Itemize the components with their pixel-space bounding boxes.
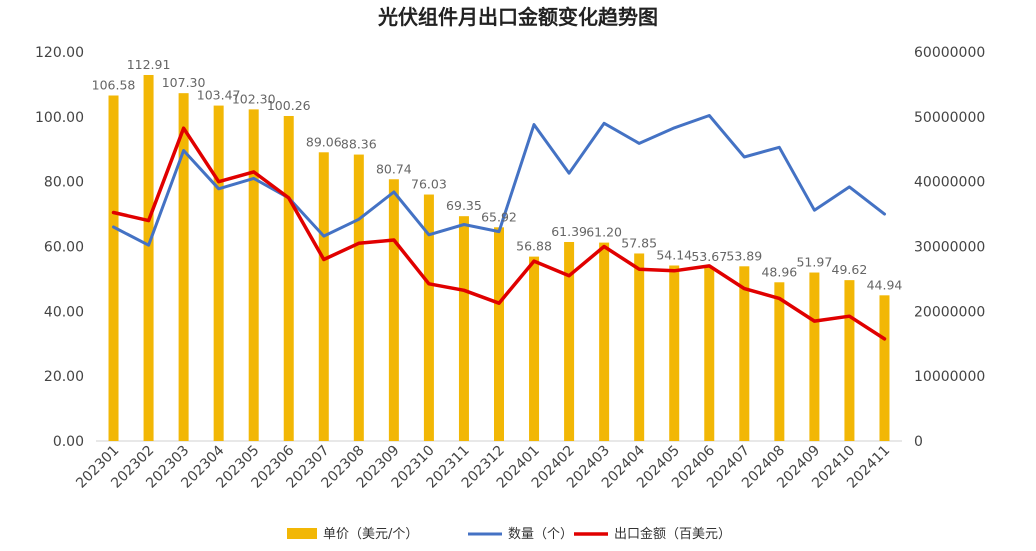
data-label: 69.35 [446, 198, 482, 213]
data-label: 57.85 [621, 235, 657, 250]
data-label: 65.92 [481, 209, 517, 224]
bar-unit-price [774, 282, 785, 441]
bar-unit-price [283, 115, 294, 441]
bar-unit-price [143, 74, 154, 442]
bar-unit-price [669, 265, 680, 441]
data-label: 76.03 [411, 177, 447, 192]
bars [108, 74, 890, 442]
legend: 单价（美元/个） 数量（个） 出口金额（百美元） [287, 526, 731, 542]
legend-label-unit-price: 单价（美元/个） [323, 527, 418, 542]
y-left-tick-label: 20.00 [44, 369, 84, 385]
y-right-tick-label: 20000000 [914, 304, 985, 320]
bar-unit-price [844, 280, 855, 441]
y-right-tick-label: 0 [914, 434, 923, 450]
bar-unit-price [388, 179, 399, 442]
y-right-tick-label: 10000000 [914, 369, 985, 385]
y-left-tick-label: 120.00 [35, 45, 84, 61]
data-label: 88.36 [341, 137, 377, 152]
y-right-tick-label: 40000000 [914, 175, 985, 191]
y-left-tick-label: 60.00 [44, 240, 84, 256]
data-label: 107.30 [162, 75, 206, 90]
bar-unit-price [809, 272, 820, 441]
y-right-tick-label: 30000000 [914, 240, 985, 256]
bar-unit-price [704, 267, 715, 441]
bar-unit-price [564, 241, 575, 441]
bar-unit-price [739, 266, 750, 441]
y-left-tick-label: 80.00 [44, 175, 84, 191]
data-label: 51.97 [796, 255, 832, 270]
y-right-tick-label: 50000000 [914, 110, 985, 126]
data-label: 48.96 [761, 264, 797, 279]
bar-unit-price [423, 194, 434, 441]
bar-unit-price [248, 109, 259, 441]
y-left-tick-label: 40.00 [44, 304, 84, 320]
data-label: 56.88 [516, 239, 552, 254]
data-label: 102.30 [232, 91, 276, 106]
legend-label-export-amount: 出口金额（百美元） [614, 526, 731, 542]
bar-unit-price [178, 93, 189, 442]
bar-unit-price [634, 253, 645, 441]
bar-unit-price [318, 152, 329, 441]
y-right-tick-label: 60000000 [914, 45, 985, 61]
data-label: 53.89 [726, 248, 762, 263]
bar-unit-price [494, 227, 504, 441]
legend-swatch-unit-price [287, 528, 317, 539]
bar-unit-price [353, 154, 364, 441]
bar-unit-price [879, 295, 890, 441]
bar-unit-price [599, 242, 610, 441]
bar-unit-price [529, 256, 540, 441]
data-label: 49.62 [832, 262, 868, 277]
y-left-tick-label: 100.00 [35, 110, 84, 126]
data-label: 80.74 [376, 161, 412, 176]
bar-unit-price [458, 216, 469, 441]
y-left-tick-label: 0.00 [53, 434, 84, 450]
bar-unit-price [108, 95, 119, 441]
data-label: 100.26 [267, 98, 311, 113]
data-label: 106.58 [92, 78, 136, 93]
data-label: 61.20 [586, 225, 622, 240]
lines [111, 114, 887, 341]
bar-unit-price [213, 105, 224, 441]
chart-title: 光伏组件月出口金额变化趋势图 [377, 5, 658, 29]
data-label: 112.91 [127, 57, 171, 72]
data-label: 54.14 [656, 247, 692, 262]
data-label: 89.06 [306, 134, 342, 149]
data-label: 44.94 [867, 277, 903, 292]
data-label: 103.47 [197, 88, 241, 103]
legend-label-quantity: 数量（个） [508, 527, 573, 542]
data-label: 53.67 [691, 249, 727, 264]
data-label: 61.39 [551, 224, 587, 239]
